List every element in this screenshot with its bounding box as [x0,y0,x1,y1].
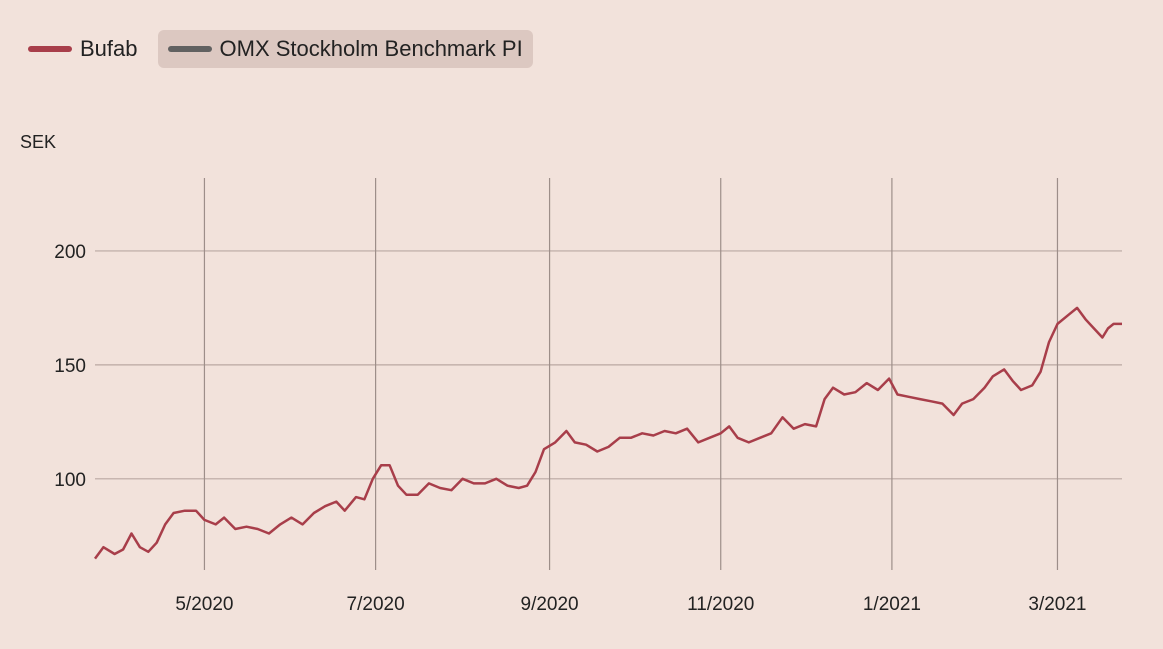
y-tick-label-200: 200 [54,242,86,263]
legend-item-bufab[interactable]: Bufab [18,30,148,68]
y-axis-unit-label: SEK [20,132,57,152]
chart-series [93,306,1122,560]
x-tick-label-2: 9/2020 [521,594,579,615]
x-tick-label-0: 5/2020 [175,594,233,615]
legend-label-omx: OMX Stockholm Benchmark PI [219,36,523,61]
x-tick-label-1: 7/2020 [347,594,405,615]
x-tick-label-5: 3/2021 [1028,594,1086,615]
series-line-0 [93,306,1122,560]
x-tick-label-4: 1/2021 [863,594,921,615]
y-axis-ticks: 100 150 200 [54,242,86,491]
legend-label-bufab: Bufab [80,36,138,61]
legend-swatch-omx [167,46,212,52]
y-tick-label-150: 150 [54,356,86,377]
y-tick-label-100: 100 [54,470,86,491]
x-axis-ticks: 5/2020 7/2020 9/2020 11/2020 1/2021 3/2021 [175,594,1086,615]
legend-item-omx[interactable]: OMX Stockholm Benchmark PI [157,30,533,68]
x-tick-label-3: 11/2020 [687,594,754,615]
legend-swatch-bufab [28,46,72,52]
chart-grid [95,178,1122,570]
chart-legend: Bufab OMX Stockholm Benchmark PI [18,30,533,68]
